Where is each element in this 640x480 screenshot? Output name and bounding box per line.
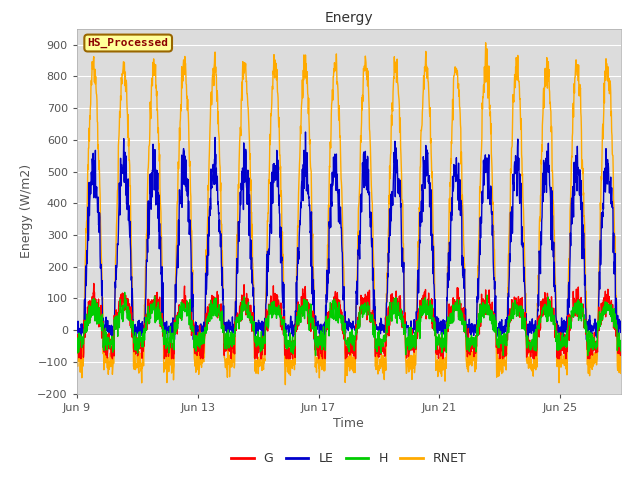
LE: [543, 190, 550, 195]
Line: LE: LE: [77, 132, 621, 340]
RNET: [363, 72, 371, 78]
Legend: G, LE, H, RNET: G, LE, H, RNET: [226, 447, 472, 470]
H: [316, 341, 323, 347]
RNET: [617, 371, 625, 376]
RNET: [105, 359, 113, 365]
G: [363, 317, 371, 323]
G: [73, 338, 81, 344]
LE: [164, 337, 172, 343]
LE: [105, 330, 113, 336]
H: [312, 353, 319, 359]
H: [617, 348, 625, 354]
H: [121, 289, 129, 295]
H: [423, 303, 431, 309]
Line: RNET: RNET: [77, 43, 621, 384]
RNET: [316, 375, 323, 381]
RNET: [482, 40, 490, 46]
H: [543, 313, 550, 319]
Y-axis label: Energy (W/m2): Energy (W/m2): [20, 164, 33, 258]
LE: [363, 182, 371, 188]
G: [316, 344, 323, 350]
H: [363, 306, 371, 312]
LE: [73, 330, 81, 336]
RNET: [543, 76, 550, 82]
RNET: [73, 360, 81, 366]
X-axis label: Time: Time: [333, 417, 364, 430]
LE: [316, 324, 323, 329]
RNET: [282, 382, 289, 387]
RNET: [307, 164, 314, 170]
LE: [307, 264, 315, 269]
LE: [423, 147, 431, 153]
LE: [301, 129, 309, 135]
G: [90, 281, 98, 287]
G: [77, 356, 84, 361]
LE: [617, 320, 625, 326]
Text: HS_Processed: HS_Processed: [88, 38, 169, 48]
G: [423, 308, 431, 314]
G: [106, 346, 113, 351]
G: [543, 300, 550, 305]
G: [307, 328, 315, 334]
Line: G: G: [77, 284, 621, 359]
H: [73, 340, 81, 346]
G: [617, 339, 625, 345]
Title: Energy: Energy: [324, 11, 373, 25]
RNET: [423, 75, 431, 81]
Line: H: H: [77, 292, 621, 356]
H: [105, 341, 113, 347]
H: [307, 319, 314, 325]
